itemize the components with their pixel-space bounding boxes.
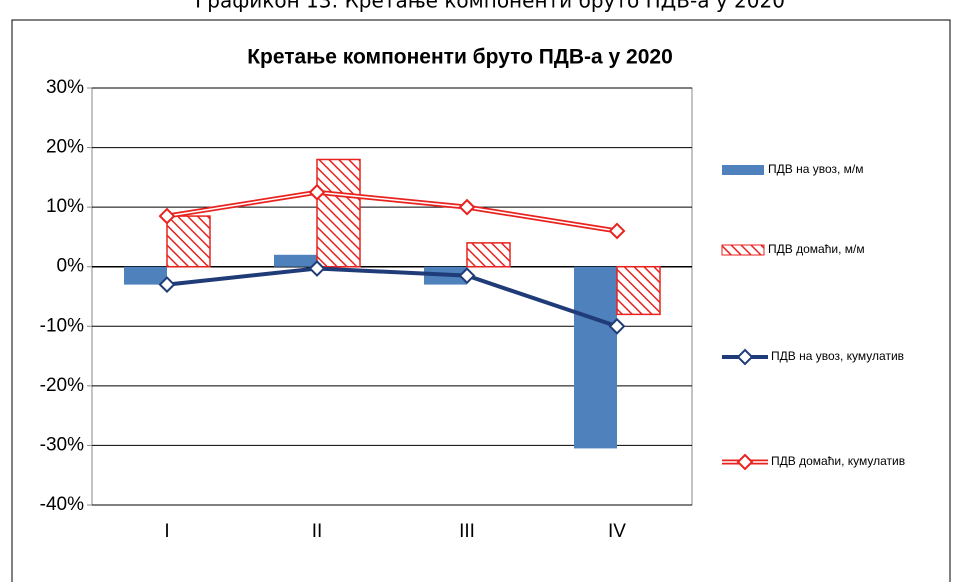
x-tick-label: I xyxy=(164,521,169,542)
bar xyxy=(274,254,317,267)
bar xyxy=(466,242,511,268)
bar xyxy=(616,265,661,316)
y-tick-label: 10% xyxy=(46,196,84,217)
legend-label: ПДВ домаћи, м/м xyxy=(768,242,865,256)
y-tick-label: 0% xyxy=(57,256,85,277)
marker xyxy=(158,276,176,294)
y-tick-label: -20% xyxy=(40,375,84,396)
y-tick-label: -30% xyxy=(40,434,84,455)
y-tick-label: 30% xyxy=(46,77,84,98)
marker xyxy=(458,267,476,285)
marker xyxy=(608,222,626,240)
legend-label: ПДВ на увоз, м/м xyxy=(768,162,864,176)
legend-marker xyxy=(736,453,754,471)
bar xyxy=(124,266,167,285)
y-tick-label: -10% xyxy=(40,315,84,336)
legend-swatch xyxy=(722,165,764,175)
legend-label: ПДВ на увоз, кумулатив xyxy=(771,349,904,363)
bar xyxy=(574,266,617,449)
chart-title: Кретање компоненти бруто ПДВ-а у 2020 xyxy=(247,46,673,69)
x-tick-label: III xyxy=(459,521,475,542)
marker xyxy=(308,183,326,201)
legend-label: ПДВ домаћи, кумулатив xyxy=(771,454,905,468)
marker xyxy=(608,317,626,335)
marker xyxy=(308,260,326,277)
y-tick-label: -40% xyxy=(40,494,84,515)
y-tick-label: 20% xyxy=(46,137,84,158)
bar xyxy=(316,158,361,268)
chart-frame xyxy=(11,19,951,582)
x-tick-label: II xyxy=(312,521,323,542)
line xyxy=(166,266,618,329)
legend-swatch xyxy=(721,244,765,256)
marker xyxy=(458,198,476,216)
line-inner xyxy=(166,191,618,232)
x-tick-label: IV xyxy=(608,521,626,542)
legend-marker xyxy=(736,348,754,366)
marker xyxy=(158,207,176,225)
bar xyxy=(166,215,211,268)
caption: Графикон 13: Кретање компоненти бруто ПД… xyxy=(195,0,785,13)
